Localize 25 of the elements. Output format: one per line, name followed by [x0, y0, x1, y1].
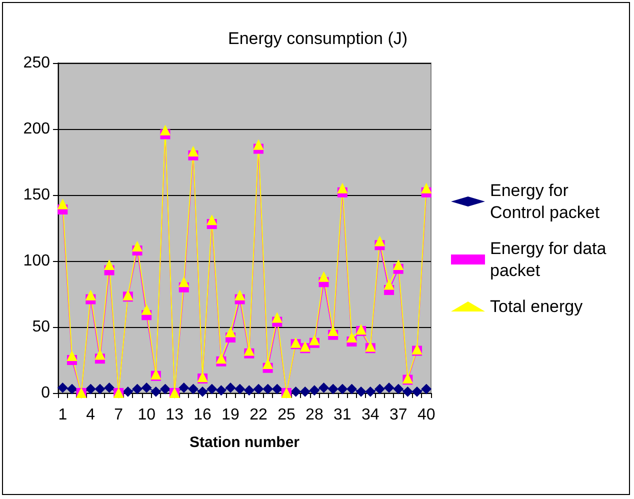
legend-label: Total energy [490, 297, 584, 316]
y-tick-label: 50 [32, 318, 50, 336]
x-tick-label: 40 [417, 406, 436, 424]
y-tick-label: 100 [23, 252, 50, 270]
x-tick-label: 7 [114, 406, 124, 424]
chart-title: Energy consumption (J) [228, 29, 408, 48]
x-tick-label: 10 [138, 406, 156, 424]
x-tick-label: 13 [166, 406, 184, 424]
x-tick-label: 28 [306, 406, 324, 424]
x-tick-label: 37 [389, 406, 408, 424]
x-tick-label: 4 [86, 406, 96, 424]
y-tick-label: 200 [23, 120, 50, 138]
x-tick-label: 31 [334, 406, 352, 424]
legend-label: Energy for Control packet [490, 181, 600, 222]
legend-label: Energy for data packet [490, 239, 611, 280]
x-tick-label: 22 [250, 406, 268, 424]
y-tick-label: 250 [23, 54, 50, 72]
x-axis-title: Station number [189, 434, 300, 451]
x-tick-label: 19 [222, 406, 240, 424]
y-tick-label: 0 [41, 384, 50, 402]
x-tick-label: 34 [361, 406, 380, 424]
x-tick-label: 1 [58, 406, 68, 424]
x-tick-label: 16 [194, 406, 212, 424]
x-tick-label: 25 [278, 406, 296, 424]
y-tick-label: 150 [23, 186, 50, 204]
